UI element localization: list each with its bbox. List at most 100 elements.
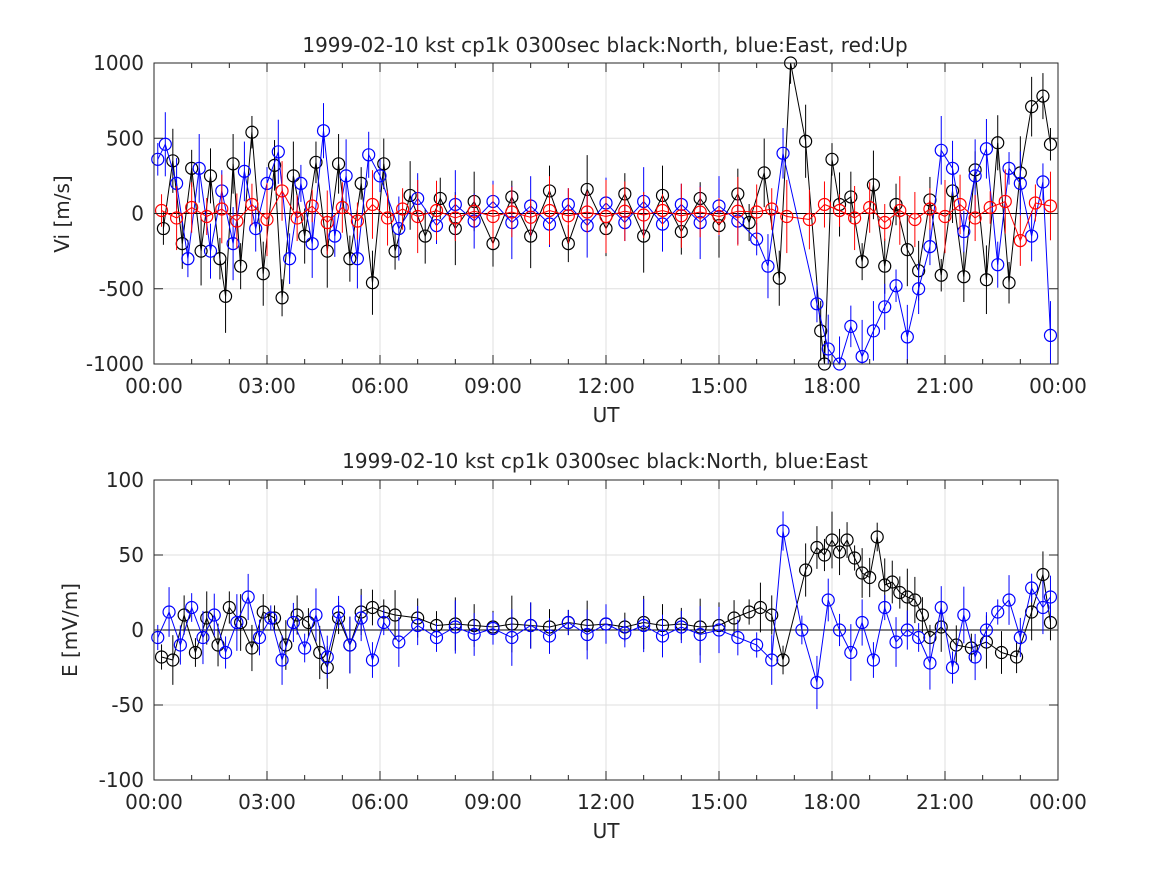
y-tick-label: -500 — [99, 277, 144, 301]
data-point — [889, 279, 903, 293]
data-point — [290, 608, 304, 622]
y-tick-label: -50 — [111, 693, 144, 717]
data-point — [151, 630, 165, 645]
data-point — [889, 635, 903, 649]
data-point — [866, 653, 881, 667]
data-point — [953, 197, 967, 212]
data-point — [712, 623, 726, 637]
data-point — [799, 134, 813, 148]
data-point — [863, 200, 877, 215]
data-point — [301, 615, 316, 630]
data-point — [731, 630, 745, 645]
data-point — [938, 209, 952, 224]
data-point — [618, 626, 632, 640]
data-point — [211, 638, 225, 652]
data-point — [968, 650, 982, 664]
series-north — [156, 56, 1058, 371]
data-point — [757, 166, 771, 180]
data-point — [486, 209, 500, 224]
data-point — [945, 660, 960, 675]
x-tick-label: 06:00 — [351, 374, 409, 398]
data-point — [1025, 229, 1039, 243]
data-point — [878, 300, 892, 314]
data-point — [761, 259, 775, 273]
data-point — [343, 638, 357, 652]
data-point — [1025, 100, 1039, 114]
data-point — [912, 630, 926, 645]
data-point — [207, 608, 221, 622]
data-point — [991, 605, 1005, 619]
data-point — [230, 615, 244, 630]
data-point — [267, 611, 282, 625]
x-tick-label: 03:00 — [238, 790, 296, 814]
data-point — [234, 259, 248, 273]
data-point — [252, 630, 267, 645]
data-point — [655, 629, 670, 643]
data-point — [878, 578, 892, 592]
data-point — [241, 590, 255, 604]
data-point — [1036, 600, 1050, 615]
data-point — [968, 169, 982, 183]
data-point — [934, 143, 948, 157]
series-east — [151, 511, 1058, 710]
data-point — [832, 623, 847, 637]
data-point — [218, 645, 233, 660]
x-tick-label: 09:00 — [464, 374, 522, 398]
data-point — [524, 618, 538, 633]
data-point — [561, 615, 575, 630]
data-point — [908, 212, 922, 227]
data-point — [776, 653, 790, 667]
data-point — [194, 244, 208, 258]
x-tick-label: 00:00 — [1029, 790, 1087, 814]
data-point — [1025, 581, 1039, 595]
data-point — [177, 608, 191, 622]
data-point — [750, 638, 764, 652]
data-point — [561, 209, 575, 223]
data-point — [392, 221, 406, 236]
data-point — [979, 142, 994, 156]
data-point — [957, 608, 971, 622]
data-point — [429, 630, 444, 645]
data-point — [305, 237, 319, 251]
data-point — [298, 641, 312, 655]
data-point — [170, 211, 184, 225]
data-point — [392, 635, 406, 649]
x-tick-label: 00:00 — [1029, 374, 1087, 398]
data-point — [991, 136, 1005, 150]
data-point — [912, 282, 926, 296]
data-point — [923, 202, 937, 216]
data-point — [1013, 233, 1027, 248]
data-point — [166, 154, 180, 168]
data-point — [166, 653, 180, 667]
data-point — [727, 611, 741, 625]
chart-title: 1999-02-10 kst cp1k 0300sec black:North,… — [302, 33, 907, 57]
x-tick-label: 00:00 — [125, 374, 183, 398]
data-point — [832, 545, 847, 559]
data-point — [260, 212, 274, 227]
data-point — [362, 148, 376, 162]
y-axis-label: E [mV/m] — [58, 583, 82, 677]
data-point — [878, 215, 892, 230]
data-point — [354, 176, 368, 190]
y-ticks: -100 -50 0 50 100 — [99, 468, 1058, 792]
data-point — [810, 540, 824, 555]
data-point — [855, 349, 869, 364]
y-tick-label: -100 — [99, 768, 144, 792]
data-point — [350, 214, 364, 228]
data-point — [429, 203, 444, 218]
data-point — [637, 618, 651, 633]
data-point — [188, 645, 203, 660]
data-point — [275, 653, 289, 667]
data-point — [979, 273, 994, 287]
data-point — [542, 203, 557, 218]
data-point — [331, 605, 346, 619]
data-point — [309, 155, 323, 169]
data-point — [200, 209, 214, 224]
data-point — [855, 566, 869, 580]
data-point — [305, 199, 319, 213]
data-point — [388, 244, 402, 258]
data-point — [994, 645, 1009, 660]
data-point — [264, 611, 278, 625]
data-point — [203, 244, 218, 258]
data-point — [373, 169, 387, 183]
